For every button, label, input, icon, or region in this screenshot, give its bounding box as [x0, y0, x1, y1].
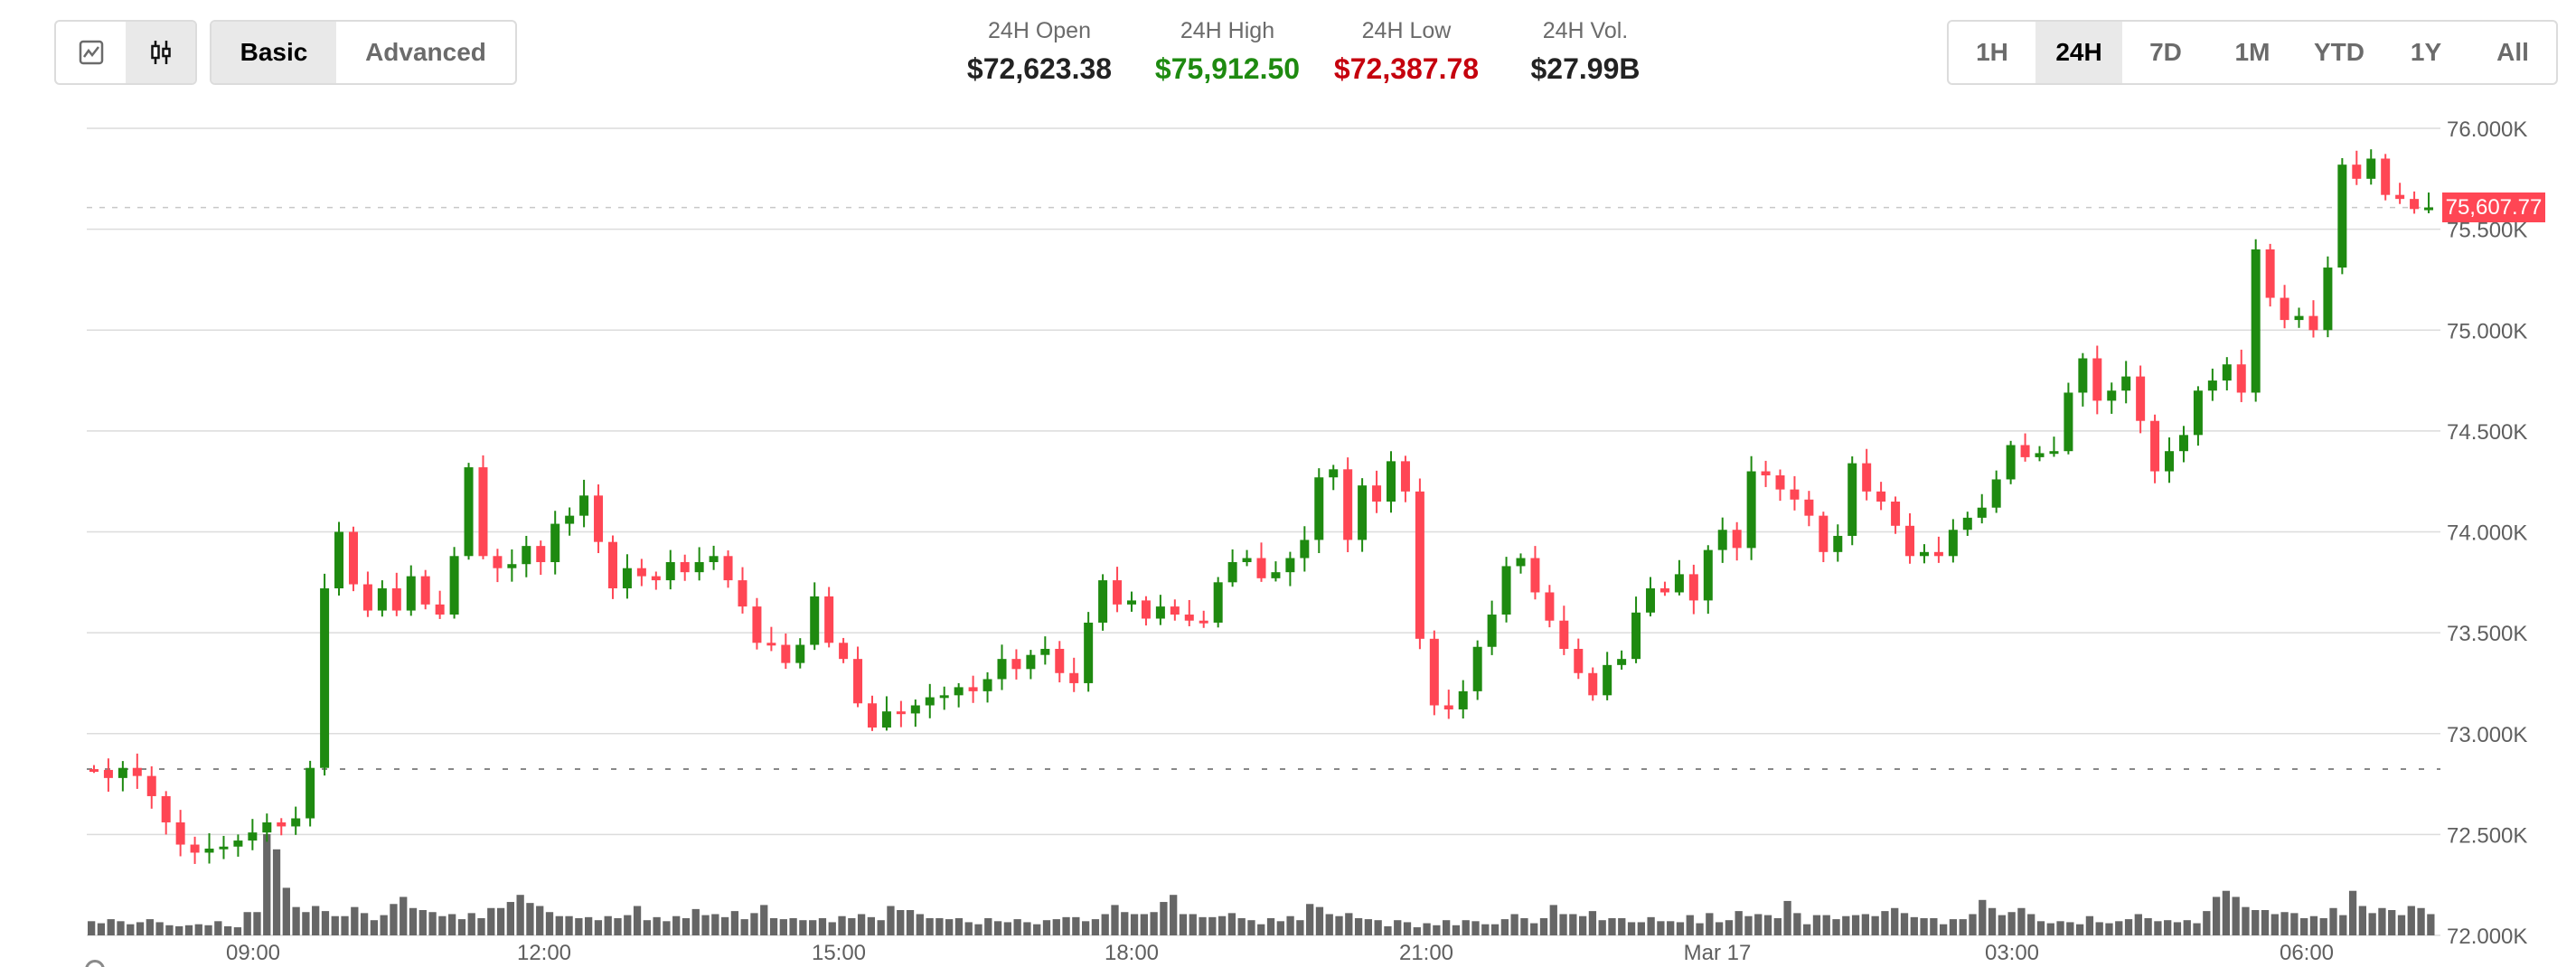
- svg-text:09:00: 09:00: [226, 941, 280, 965]
- svg-text:21:00: 21:00: [1399, 941, 1453, 965]
- x-axis: 09:00 12:00 15:00 18:00 21:00 Mar 17 03:00 06:0…: [226, 941, 2334, 965]
- time-range-selector: 1H 24H 7D 1M YTD 1Y All: [1947, 20, 2558, 85]
- stat-label: 24H Vol.: [1542, 18, 1629, 43]
- svg-text:18:00: 18:00: [1105, 941, 1159, 965]
- range-1h-button[interactable]: 1H: [1976, 38, 2008, 66]
- view-mode-toggle: Basic Advanced: [210, 20, 517, 85]
- line-chart-button[interactable]: [56, 22, 126, 83]
- grid-lines: [87, 127, 2440, 936]
- svg-text:76.000K: 76.000K: [2447, 117, 2527, 142]
- current-price-tag: 75,607.77: [2442, 192, 2545, 222]
- candlestick-icon: [150, 41, 171, 64]
- range-24h-button[interactable]: 24H: [2035, 22, 2122, 83]
- advanced-mode-button[interactable]: Advanced: [365, 38, 486, 66]
- range-all-button[interactable]: All: [2496, 38, 2529, 66]
- svg-text:75.500K: 75.500K: [2447, 219, 2527, 243]
- svg-text:03:00: 03:00: [1985, 941, 2039, 965]
- svg-text:12:00: 12:00: [517, 941, 571, 965]
- stat-value: $27.99B: [1530, 52, 1641, 85]
- svg-text:75.000K: 75.000K: [2447, 319, 2527, 343]
- volume-bars: [88, 834, 2435, 935]
- stat-label: 24H High: [1180, 18, 1275, 43]
- stat-high: 24H High $75,912.50: [1139, 16, 1316, 89]
- range-7d-button[interactable]: 7D: [2149, 38, 2182, 66]
- stat-value: $75,912.50: [1154, 52, 1301, 85]
- svg-text:74.000K: 74.000K: [2447, 521, 2527, 546]
- svg-text:06:00: 06:00: [2280, 941, 2334, 965]
- stat-label: 24H Low: [1361, 18, 1452, 43]
- range-ytd-button[interactable]: YTD: [2314, 38, 2364, 66]
- svg-text:74.500K: 74.500K: [2447, 420, 2527, 445]
- stats-bar: 24H Open $72,623.38 24H High $75,912.50 …: [940, 16, 1674, 89]
- svg-text:72.000K: 72.000K: [2447, 925, 2527, 949]
- candlesticks: [89, 149, 2434, 864]
- svg-text:73.500K: 73.500K: [2447, 622, 2527, 646]
- chart-type-toggle: [54, 20, 197, 85]
- stat-value: $72,623.38: [966, 52, 1113, 85]
- stat-open: 24H Open $72,623.38: [940, 16, 1139, 89]
- range-1y-button[interactable]: 1Y: [2410, 38, 2442, 66]
- stat-low: 24H Low $72,387.78: [1316, 16, 1497, 89]
- stat-value: $72,387.78: [1333, 52, 1480, 85]
- candlestick-button[interactable]: [126, 22, 195, 83]
- stat-label: 24H Open: [988, 18, 1091, 43]
- range-1m-button[interactable]: 1M: [2234, 38, 2270, 66]
- y-axis: 76.000K 75.500K 75.000K 74.500K 74.000K 73.50…: [2447, 117, 2527, 949]
- svg-text:Mar 17: Mar 17: [1684, 941, 1752, 965]
- svg-text:72.500K: 72.500K: [2447, 823, 2527, 848]
- line-chart-icon: [79, 40, 103, 65]
- svg-text:15:00: 15:00: [812, 941, 866, 965]
- stat-volume: 24H Vol. $27.99B: [1497, 16, 1674, 89]
- basic-mode-button[interactable]: Basic: [212, 22, 336, 83]
- svg-text:73.000K: 73.000K: [2447, 723, 2527, 747]
